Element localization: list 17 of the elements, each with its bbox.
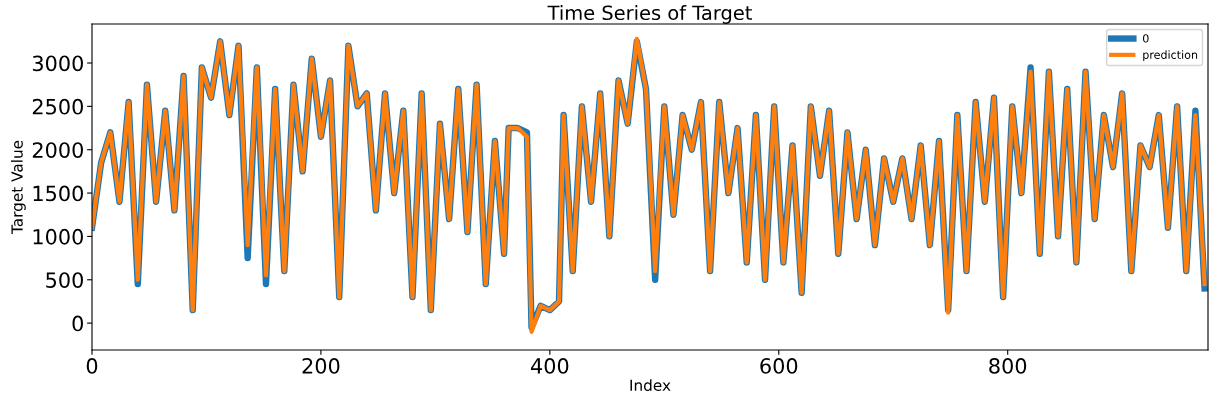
y-tick-label: 0 bbox=[72, 315, 83, 332]
y-tick-label: 1000 bbox=[33, 228, 83, 245]
y-tick-label: 500 bbox=[46, 272, 83, 288]
x-tick-label: 400 bbox=[530, 358, 569, 374]
x-tick-label: 200 bbox=[302, 358, 340, 374]
y-tick-label: 1500 bbox=[33, 185, 83, 202]
x-tick-label: 800 bbox=[989, 358, 1027, 374]
chart-title: Time Series of Target bbox=[547, 5, 752, 24]
x-tick-label: 0 bbox=[86, 358, 98, 374]
y-tick-label: 2000 bbox=[32, 142, 83, 158]
legend-label: prediction bbox=[1143, 50, 1198, 62]
y-tick-label: 2500 bbox=[32, 98, 83, 115]
y-axis-title: Target Value bbox=[11, 140, 26, 235]
x-axis-title: Index bbox=[630, 379, 671, 392]
legend-label: 0 bbox=[1142, 34, 1149, 43]
y-tick-label: 3000 bbox=[32, 55, 83, 72]
x-tick-label: 600 bbox=[760, 358, 798, 374]
